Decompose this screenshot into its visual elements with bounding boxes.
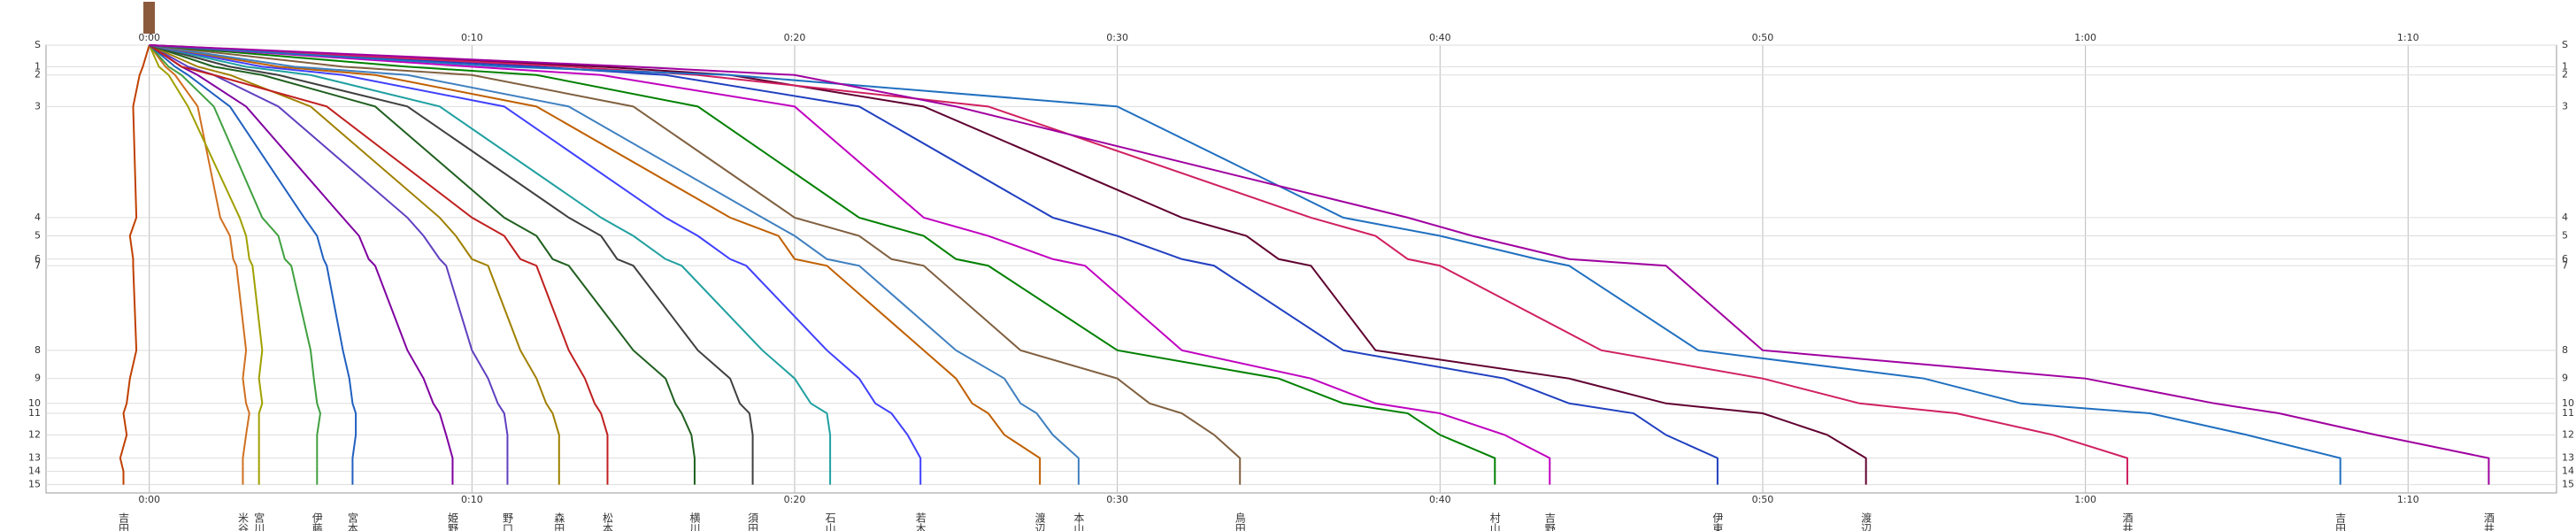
runner-line xyxy=(149,44,1867,485)
runner-line xyxy=(149,44,1242,485)
runner-line xyxy=(149,44,922,485)
y-tick-label: 3 xyxy=(2562,100,2568,112)
y-tick-label: 11 xyxy=(2562,407,2574,419)
y-tick-label: 15 xyxy=(28,479,41,490)
y-tick-label: 13 xyxy=(2562,452,2574,464)
x-tick-label: 0:50 xyxy=(1752,494,1774,505)
runner-name: 渡辺 xyxy=(1860,512,1872,531)
x-tick-label: 1:00 xyxy=(2074,32,2096,43)
y-tick-label: 14 xyxy=(2562,466,2574,477)
runner-name: 森田 xyxy=(553,512,565,531)
x-tick-label: 0:10 xyxy=(461,32,483,43)
y-tick-label: 1 xyxy=(2562,60,2568,72)
y-tick-label: 10 xyxy=(28,397,41,409)
runner-name: 松本 xyxy=(601,512,613,531)
runner-line xyxy=(149,44,2490,485)
runner-line xyxy=(149,44,1496,485)
x-tick-label: 0:00 xyxy=(138,494,160,505)
y-tick-label: 14 xyxy=(28,466,41,477)
runner-name: 吉野 xyxy=(1543,512,1556,531)
x-tick-label: 0:10 xyxy=(461,494,483,505)
runner-line xyxy=(149,44,454,485)
x-tick-label: 1:00 xyxy=(2074,494,2096,505)
runner-name: 酒井 xyxy=(2121,512,2134,531)
y-tick-label: 8 xyxy=(2562,344,2568,356)
y-tick-label: 9 xyxy=(2562,373,2568,384)
runner-name: 野口 xyxy=(501,512,513,531)
x-tick-label: 0:50 xyxy=(1752,32,1774,43)
runner-line xyxy=(149,44,1551,485)
y-tick-label: 9 xyxy=(35,373,41,384)
runner-name: 吉田 xyxy=(2334,512,2347,531)
y-tick-label: 7 xyxy=(35,259,41,271)
x-tick-label: 0:20 xyxy=(784,32,806,43)
runner-line xyxy=(149,44,358,485)
runner-line xyxy=(149,44,754,485)
y-tick-label: S xyxy=(2562,39,2568,50)
runner-name: 伊東 xyxy=(1711,512,1724,531)
start-marker xyxy=(143,2,155,34)
runner-line xyxy=(149,44,2341,485)
y-tick-label: 2 xyxy=(2562,69,2568,81)
y-tick-label: 10 xyxy=(2562,397,2574,409)
y-tick-label: 4 xyxy=(35,212,41,223)
runner-name: 酒井 xyxy=(2482,512,2495,531)
y-tick-label: 4 xyxy=(2562,212,2568,223)
runner-line xyxy=(149,44,1042,485)
y-tick-label: S xyxy=(35,39,41,50)
runner-name: 本山 xyxy=(1073,512,1085,531)
runner-name: 村山 xyxy=(1488,512,1501,531)
runner-name: 若木 xyxy=(914,512,927,531)
x-tick-label: 1:10 xyxy=(2397,494,2419,505)
runner-line xyxy=(119,44,150,485)
y-tick-label: 2 xyxy=(35,69,41,81)
runner-name: 宮川 xyxy=(253,512,265,531)
y-tick-label: 12 xyxy=(2562,428,2574,440)
runner-name: 米谷 xyxy=(236,512,249,531)
y-tick-label: 1 xyxy=(35,60,41,72)
runner-name: 宮本 xyxy=(346,512,358,531)
x-tick-label: 0:20 xyxy=(784,494,806,505)
y-tick-label: 12 xyxy=(28,428,41,440)
runner-name: 横川 xyxy=(688,512,701,531)
runner-name: 姫野 xyxy=(446,512,458,531)
runner-line xyxy=(149,44,609,485)
x-tick-label: 0:00 xyxy=(138,32,160,43)
x-tick-label: 1:10 xyxy=(2397,32,2419,43)
y-tick-label: 13 xyxy=(28,452,41,464)
runner-name: 渡辺 xyxy=(1034,512,1046,531)
y-tick-label: 3 xyxy=(35,100,41,112)
runner-line xyxy=(149,44,509,485)
y-tick-label: 5 xyxy=(35,230,41,242)
x-tick-label: 0:30 xyxy=(1106,32,1128,43)
runner-line xyxy=(149,44,1719,485)
x-tick-label: 0:40 xyxy=(1429,32,1451,43)
runner-line xyxy=(148,44,321,485)
y-tick-label: 15 xyxy=(2562,479,2574,490)
x-tick-label: 0:30 xyxy=(1106,494,1128,505)
y-tick-label: 5 xyxy=(2562,230,2568,242)
runner-line xyxy=(149,44,2129,485)
runner-name: 石山 xyxy=(824,512,836,531)
runner-name: 須田 xyxy=(747,512,759,531)
runner-name: 伊藤 xyxy=(311,512,323,531)
x-tick-label: 0:40 xyxy=(1429,494,1451,505)
y-tick-label: 8 xyxy=(35,344,41,356)
runner-line xyxy=(148,44,264,485)
runner-name: 吉田 xyxy=(118,512,130,531)
y-tick-label: 7 xyxy=(2562,259,2568,271)
y-tick-label: 6 xyxy=(2562,253,2568,265)
runner-line xyxy=(148,44,250,485)
y-tick-label: 11 xyxy=(28,407,41,419)
y-tick-label: 6 xyxy=(35,253,41,265)
runner-line xyxy=(149,44,1080,485)
runner-line xyxy=(149,44,696,485)
runner-name: 鳥田 xyxy=(1234,512,1246,531)
runner-line xyxy=(149,44,832,485)
